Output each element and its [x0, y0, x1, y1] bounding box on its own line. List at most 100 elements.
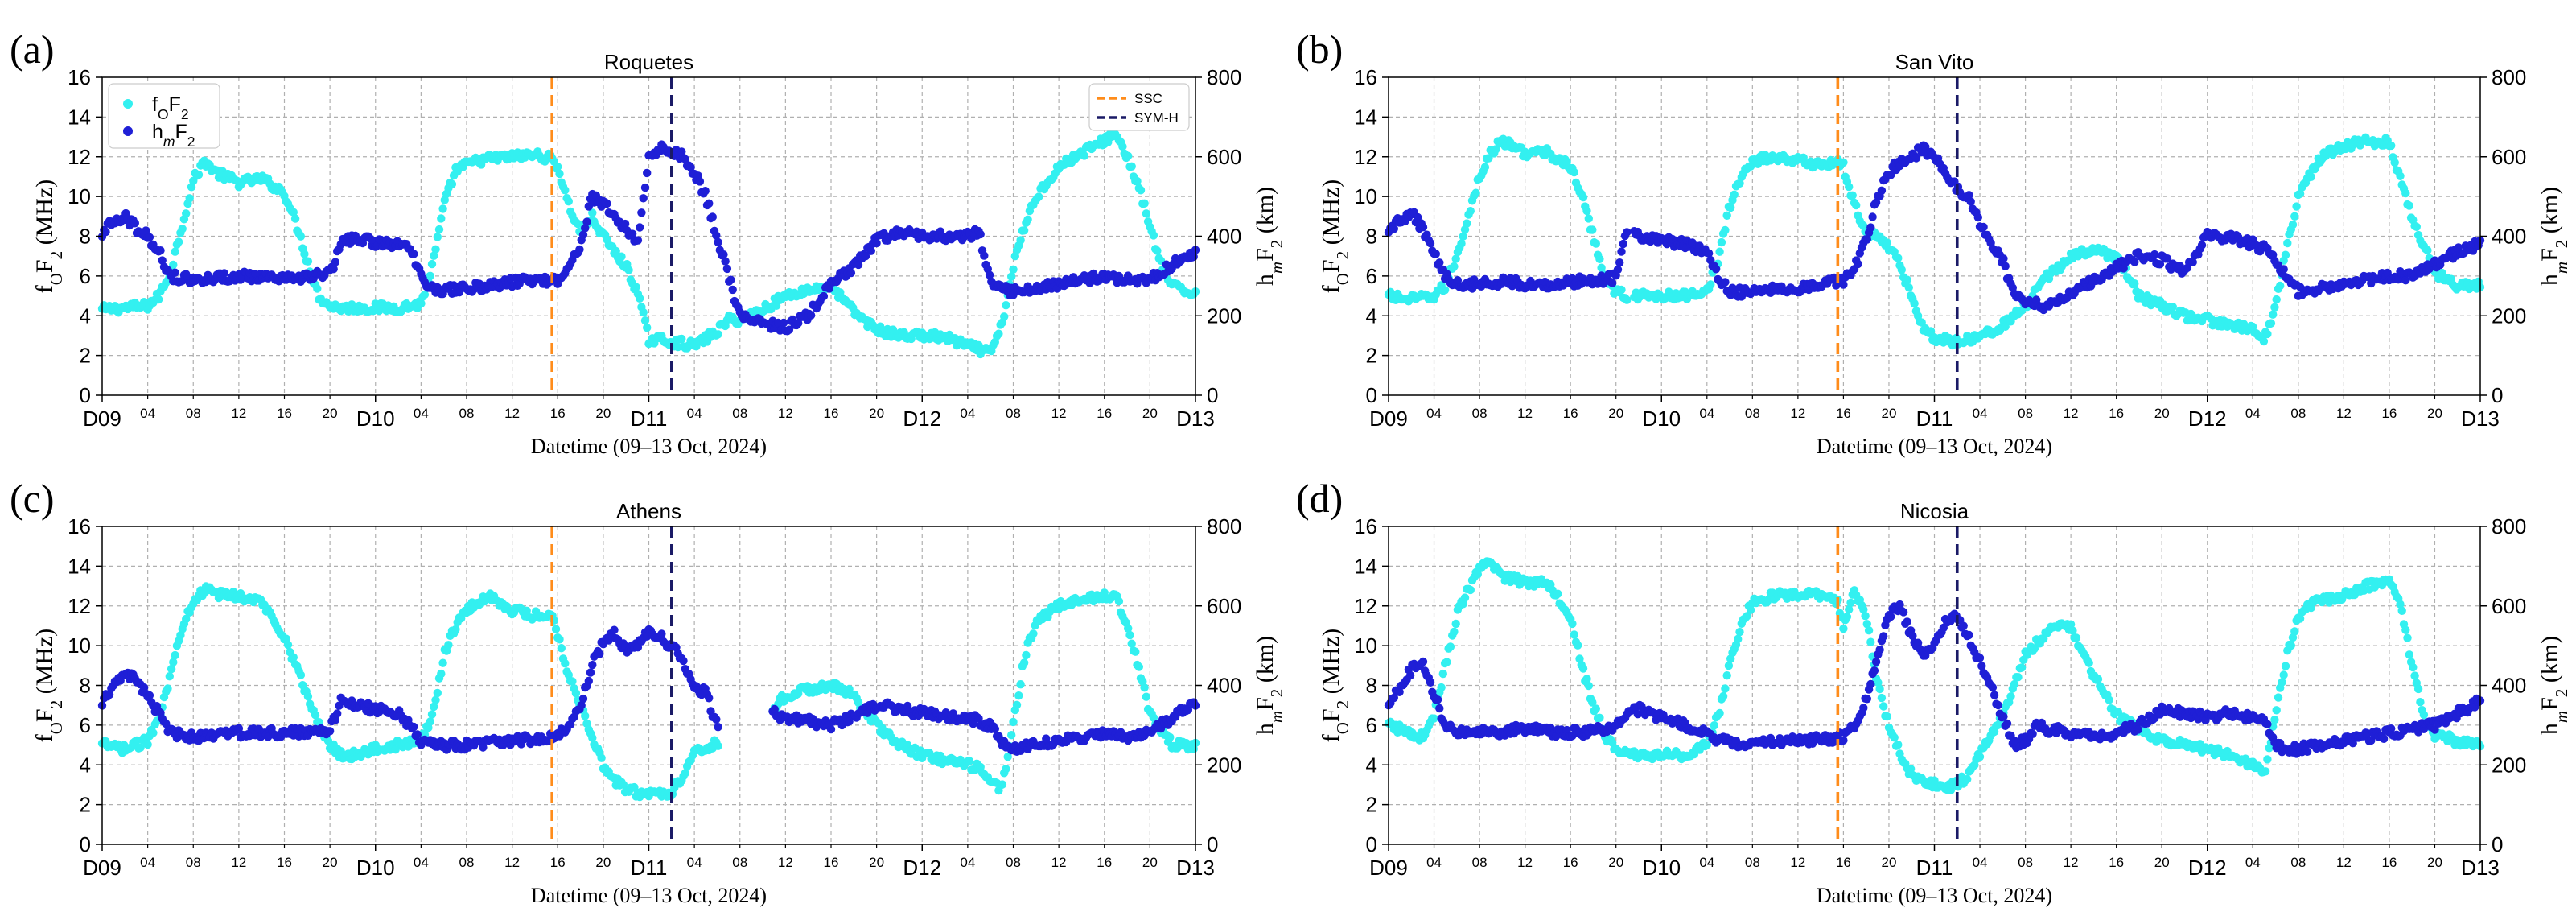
hmf2-point — [1435, 258, 1444, 267]
hmf2-point — [158, 256, 167, 265]
fof2-point — [632, 283, 640, 291]
x-tick-label-minor: 12 — [1051, 855, 1067, 870]
fof2-point — [561, 186, 570, 195]
fof2-point — [555, 635, 564, 644]
y-tick-label-right: 200 — [1207, 303, 1241, 328]
fof2-point — [296, 232, 306, 241]
legend-marker-fof2 — [123, 99, 133, 109]
hmf2-point — [1965, 630, 1973, 640]
hmf2-point — [2001, 262, 2010, 270]
hmf2-point — [1608, 279, 1617, 287]
x-tick-label-minor: 04 — [1426, 406, 1442, 421]
fof2-point — [1153, 246, 1162, 255]
fof2-point — [1735, 627, 1744, 637]
hmf2-point — [331, 258, 340, 266]
x-tick-label-minor: 16 — [2109, 406, 2124, 421]
fof2-point — [431, 245, 440, 254]
fof2-point — [1721, 225, 1730, 235]
fof2-point — [2396, 171, 2405, 180]
hmf2-point — [333, 709, 342, 718]
fof2-point — [636, 294, 644, 303]
hmf2-point — [640, 183, 650, 192]
fof2-point — [1883, 238, 1891, 247]
fof2-point — [2413, 684, 2423, 694]
fof2-point — [2014, 673, 2023, 682]
hmf2-point — [974, 714, 983, 723]
fof2-point — [1440, 286, 1450, 295]
hmf2-point — [1959, 621, 1968, 630]
hmf2-point — [1966, 197, 1975, 206]
fof2-point — [1722, 211, 1731, 220]
fof2-point — [1457, 239, 1466, 248]
fof2-point — [2295, 189, 2305, 198]
fof2-point — [2072, 633, 2081, 642]
fof2-point — [2066, 620, 2076, 629]
fof2-point — [1591, 239, 1601, 248]
panel-label: (c) — [10, 476, 55, 521]
fof2-point — [1904, 283, 1913, 292]
hmf2-point — [1977, 662, 1986, 670]
fof2-point — [1574, 641, 1582, 650]
x-tick-label-minor: 08 — [459, 406, 475, 421]
fof2-point — [571, 689, 581, 698]
x-tick-label-minor: 04 — [960, 406, 975, 421]
fof2-point — [1437, 683, 1446, 692]
x-tick-label-minor: 20 — [323, 406, 338, 421]
fof2-point — [1134, 662, 1144, 671]
hmf2-point — [1418, 657, 1428, 666]
x-tick-label-minor: 16 — [277, 406, 292, 421]
x-tick-label-minor: 04 — [140, 406, 155, 421]
legend-label-symh: SYM-H — [1134, 110, 1179, 126]
hmf2-point — [1435, 704, 1444, 713]
hmf2-point — [413, 730, 422, 739]
scatter-points — [1384, 133, 2485, 350]
y-tick-label-left: 10 — [68, 633, 91, 658]
hmf2-point — [1990, 691, 1999, 699]
x-tick-label-minor: 08 — [186, 406, 201, 421]
x-tick-label-major: D13 — [2461, 406, 2500, 431]
y-tick-label-right: 800 — [2492, 65, 2526, 89]
x-tick-label-minor: 20 — [869, 855, 884, 870]
hmf2-point — [1871, 198, 1881, 207]
fof2-point — [568, 677, 577, 686]
fof2-point — [2270, 303, 2279, 312]
fof2-point — [1894, 254, 1903, 262]
x-axis-label: Datetime (09–13 Oct, 2024) — [1817, 435, 2052, 458]
x-tick-label-minor: 16 — [2381, 406, 2397, 421]
fof2-point — [681, 769, 689, 778]
hmf2-point — [1389, 693, 1399, 703]
fof2-point — [1140, 199, 1149, 208]
y-tick-label-right: 400 — [1207, 225, 1241, 249]
x-tick-label-minor: 04 — [1699, 406, 1714, 421]
hmf2-point — [846, 268, 856, 278]
fof2-point — [1735, 179, 1744, 188]
fof2-point — [1451, 254, 1460, 263]
hmf2-point — [712, 715, 721, 724]
scatter-points — [97, 582, 1200, 802]
hmf2-point — [2130, 258, 2139, 266]
fof2-point — [1746, 605, 1755, 614]
fof2-point — [1910, 299, 1919, 308]
y-tick-label-right: 400 — [2492, 225, 2526, 249]
fof2-point — [1726, 203, 1735, 212]
fof2-point — [2263, 755, 2272, 764]
y-tick-label-right: 0 — [1207, 383, 1218, 407]
fof2-point — [1879, 702, 1888, 711]
fof2-point — [289, 653, 298, 662]
fof2-point — [176, 631, 185, 640]
y-tick-label-left: 16 — [68, 514, 91, 538]
x-tick-label-minor: 16 — [550, 406, 566, 421]
fof2-point — [1492, 145, 1500, 154]
hmf2-point — [2197, 241, 2207, 250]
y-tick-label-left: 0 — [80, 383, 91, 407]
fof2-point — [426, 271, 434, 280]
x-tick-label-minor: 12 — [231, 406, 246, 421]
fof2-point — [1588, 698, 1597, 707]
panel-label: (b) — [1296, 27, 1343, 72]
hmf2-point — [2155, 260, 2165, 269]
fof2-point — [1875, 684, 1884, 694]
fof2-point — [1133, 176, 1142, 186]
fof2-point — [1839, 624, 1848, 633]
fof2-point — [311, 711, 320, 720]
y-axis-label-left: fOF2 (MHz) — [1318, 179, 1352, 294]
